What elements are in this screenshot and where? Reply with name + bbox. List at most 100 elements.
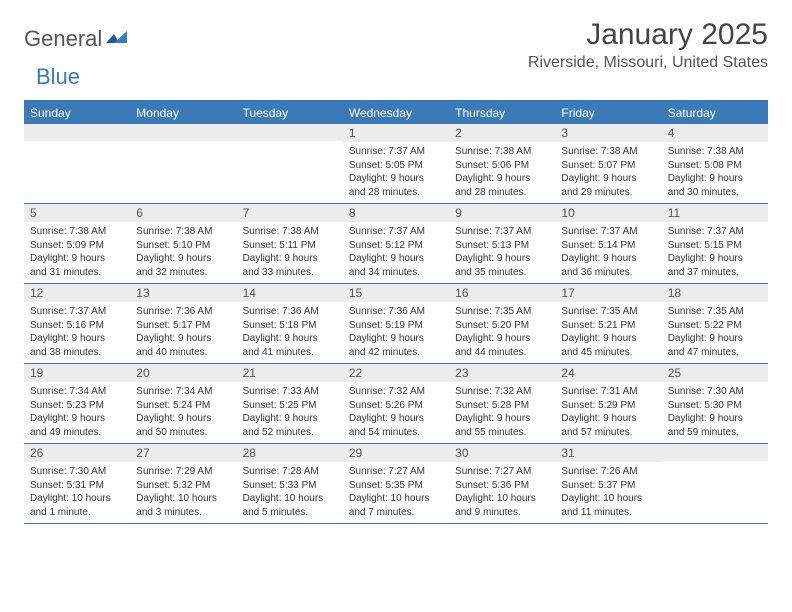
day-line: Sunrise: 7:36 AM [243, 305, 337, 319]
day-line: and 41 minutes. [243, 346, 337, 360]
day-line: and 29 minutes. [561, 186, 655, 200]
day-line: and 55 minutes. [455, 426, 549, 440]
day-line: and 9 minutes. [455, 506, 549, 520]
day-line: Daylight: 10 hours [349, 492, 443, 506]
day-line: Daylight: 10 hours [136, 492, 230, 506]
weekday-header: Saturday [662, 102, 768, 124]
day-line: and 57 minutes. [561, 426, 655, 440]
day-cell: 4Sunrise: 7:38 AMSunset: 5:08 PMDaylight… [662, 124, 768, 203]
day-details: Sunrise: 7:38 AMSunset: 5:09 PMDaylight:… [24, 222, 130, 279]
weekday-header: Friday [555, 102, 661, 124]
logo: General [24, 18, 130, 52]
day-line: Sunset: 5:35 PM [349, 479, 443, 493]
day-details: Sunrise: 7:32 AMSunset: 5:26 PMDaylight:… [343, 382, 449, 439]
day-line: and 42 minutes. [349, 346, 443, 360]
page-title: January 2025 [528, 18, 768, 52]
day-line: Sunrise: 7:31 AM [561, 385, 655, 399]
day-line: Daylight: 9 hours [561, 332, 655, 346]
day-line: Sunset: 5:33 PM [243, 479, 337, 493]
weekday-header: Sunday [24, 102, 130, 124]
day-number: 11 [662, 204, 768, 222]
day-line: Daylight: 9 hours [30, 252, 124, 266]
day-number: 9 [449, 204, 555, 222]
day-cell: 7Sunrise: 7:38 AMSunset: 5:11 PMDaylight… [237, 204, 343, 283]
day-line: Sunset: 5:15 PM [668, 239, 762, 253]
day-line: Sunset: 5:18 PM [243, 319, 337, 333]
day-line: Sunset: 5:10 PM [136, 239, 230, 253]
day-line: Sunrise: 7:27 AM [455, 465, 549, 479]
day-number: 17 [555, 284, 661, 302]
day-line: Daylight: 9 hours [668, 412, 762, 426]
day-line: Daylight: 9 hours [455, 332, 549, 346]
day-line: Daylight: 9 hours [349, 172, 443, 186]
page-subtitle: Riverside, Missouri, United States [528, 54, 768, 72]
day-line: Sunrise: 7:26 AM [561, 465, 655, 479]
day-number: 19 [24, 364, 130, 382]
day-line: Daylight: 9 hours [136, 332, 230, 346]
day-cell: 12Sunrise: 7:37 AMSunset: 5:16 PMDayligh… [24, 284, 130, 363]
day-number: 14 [237, 284, 343, 302]
day-cell: 1Sunrise: 7:37 AMSunset: 5:05 PMDaylight… [343, 124, 449, 203]
day-line: Sunrise: 7:37 AM [30, 305, 124, 319]
day-line: Sunrise: 7:35 AM [668, 305, 762, 319]
day-number: 31 [555, 444, 661, 462]
day-line: Daylight: 9 hours [561, 172, 655, 186]
day-line: Sunrise: 7:36 AM [349, 305, 443, 319]
day-details: Sunrise: 7:38 AMSunset: 5:06 PMDaylight:… [449, 142, 555, 199]
day-number: 18 [662, 284, 768, 302]
day-cell: 11Sunrise: 7:37 AMSunset: 5:15 PMDayligh… [662, 204, 768, 283]
day-details: Sunrise: 7:37 AMSunset: 5:13 PMDaylight:… [449, 222, 555, 279]
day-line: Sunset: 5:30 PM [668, 399, 762, 413]
day-number: 28 [237, 444, 343, 462]
day-line: and 28 minutes. [455, 186, 549, 200]
day-line: and 31 minutes. [30, 266, 124, 280]
day-line: Daylight: 9 hours [136, 412, 230, 426]
day-number: 25 [662, 364, 768, 382]
day-line: and 32 minutes. [136, 266, 230, 280]
day-line: Sunrise: 7:29 AM [136, 465, 230, 479]
day-line: Sunrise: 7:35 AM [561, 305, 655, 319]
day-line: Sunrise: 7:34 AM [30, 385, 124, 399]
day-line: Daylight: 9 hours [136, 252, 230, 266]
day-number: 12 [24, 284, 130, 302]
day-line: Daylight: 9 hours [561, 252, 655, 266]
day-line: and 54 minutes. [349, 426, 443, 440]
day-line: Sunset: 5:21 PM [561, 319, 655, 333]
day-line: Sunrise: 7:32 AM [455, 385, 549, 399]
day-details: Sunrise: 7:34 AMSunset: 5:24 PMDaylight:… [130, 382, 236, 439]
day-line: Sunset: 5:24 PM [136, 399, 230, 413]
day-number: 13 [130, 284, 236, 302]
day-line: Sunset: 5:37 PM [561, 479, 655, 493]
day-cell: 25Sunrise: 7:30 AMSunset: 5:30 PMDayligh… [662, 364, 768, 443]
day-details: Sunrise: 7:38 AMSunset: 5:11 PMDaylight:… [237, 222, 343, 279]
day-number [24, 124, 130, 141]
day-details: Sunrise: 7:27 AMSunset: 5:36 PMDaylight:… [449, 462, 555, 519]
day-details: Sunrise: 7:36 AMSunset: 5:19 PMDaylight:… [343, 302, 449, 359]
day-line: Sunset: 5:12 PM [349, 239, 443, 253]
day-line: Sunrise: 7:37 AM [561, 225, 655, 239]
day-line: and 35 minutes. [455, 266, 549, 280]
day-line: Sunset: 5:13 PM [455, 239, 549, 253]
day-line: Daylight: 10 hours [30, 492, 124, 506]
day-line: Sunset: 5:29 PM [561, 399, 655, 413]
day-line: Daylight: 9 hours [455, 412, 549, 426]
day-line: and 30 minutes. [668, 186, 762, 200]
day-line: Sunrise: 7:37 AM [668, 225, 762, 239]
day-number: 16 [449, 284, 555, 302]
day-line: Sunset: 5:16 PM [30, 319, 124, 333]
weekday-header: Wednesday [343, 102, 449, 124]
day-details: Sunrise: 7:35 AMSunset: 5:20 PMDaylight:… [449, 302, 555, 359]
day-cell: 17 Sunrise: 7:35 AMSunset: 5:21 PMDayligh… [555, 284, 661, 363]
weekday-header: Tuesday [237, 102, 343, 124]
title-block: January 2025 Riverside, Missouri, United… [528, 18, 768, 72]
day-line: Sunset: 5:06 PM [455, 159, 549, 173]
day-line: Sunrise: 7:37 AM [455, 225, 549, 239]
day-line: Daylight: 9 hours [455, 172, 549, 186]
day-number: 8 [343, 204, 449, 222]
logo-text-general: General [24, 26, 102, 52]
day-details: Sunrise: 7:37 AMSunset: 5:12 PMDaylight:… [343, 222, 449, 279]
day-line: Sunset: 5:17 PM [136, 319, 230, 333]
day-details: Sunrise: 7:26 AMSunset: 5:37 PMDaylight:… [555, 462, 661, 519]
day-number: 5 [24, 204, 130, 222]
day-line: Daylight: 9 hours [668, 332, 762, 346]
